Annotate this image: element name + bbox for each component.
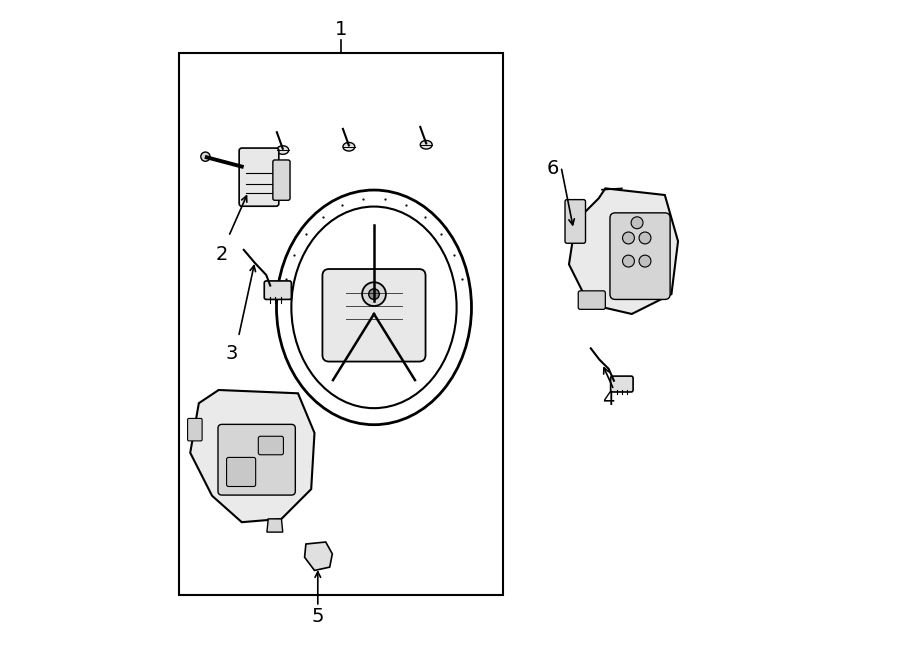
Circle shape <box>623 232 634 244</box>
FancyBboxPatch shape <box>565 200 586 243</box>
FancyBboxPatch shape <box>610 376 633 392</box>
FancyBboxPatch shape <box>258 436 284 455</box>
Bar <box>179 53 503 595</box>
Text: 3: 3 <box>226 344 239 363</box>
Text: 5: 5 <box>311 607 324 625</box>
Text: 6: 6 <box>546 159 559 178</box>
FancyBboxPatch shape <box>265 281 292 299</box>
Polygon shape <box>569 188 678 314</box>
Circle shape <box>623 255 634 267</box>
Circle shape <box>201 152 210 161</box>
Polygon shape <box>267 519 283 532</box>
Circle shape <box>362 282 386 306</box>
FancyBboxPatch shape <box>227 457 256 486</box>
Text: 4: 4 <box>602 391 615 409</box>
FancyBboxPatch shape <box>578 291 606 309</box>
Text: 1: 1 <box>335 20 347 39</box>
FancyBboxPatch shape <box>273 160 290 200</box>
Circle shape <box>639 232 651 244</box>
FancyBboxPatch shape <box>187 418 202 441</box>
Circle shape <box>369 289 379 299</box>
Polygon shape <box>304 542 332 570</box>
Ellipse shape <box>277 145 289 154</box>
FancyBboxPatch shape <box>218 424 295 495</box>
Ellipse shape <box>420 140 432 149</box>
Circle shape <box>631 217 643 229</box>
FancyBboxPatch shape <box>239 148 279 206</box>
Polygon shape <box>190 390 314 522</box>
Ellipse shape <box>343 142 355 151</box>
Text: 2: 2 <box>216 245 228 264</box>
Circle shape <box>639 255 651 267</box>
FancyBboxPatch shape <box>322 269 426 362</box>
FancyBboxPatch shape <box>610 213 670 299</box>
